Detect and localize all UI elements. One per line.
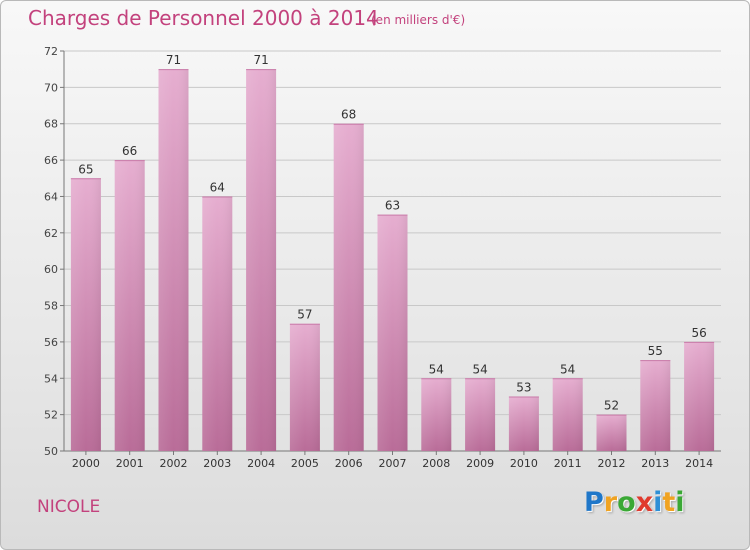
logo-letter: r — [603, 487, 618, 518]
x-tick-label: 2006 — [335, 457, 363, 470]
data-label: 56 — [691, 326, 706, 340]
bar-shine — [202, 196, 233, 451]
y-tick-label: 58 — [44, 300, 58, 313]
y-tick-label: 56 — [44, 336, 58, 349]
y-tick-label: 72 — [44, 45, 58, 58]
commune-name: NICOLE — [37, 497, 101, 517]
data-label: 66 — [122, 144, 137, 158]
data-label: 63 — [385, 199, 400, 213]
chart-title: Charges de Personnel 2000 à 2014 — [28, 6, 379, 30]
x-tick-label: 2000 — [72, 457, 100, 470]
x-tick-label: 2011 — [554, 457, 582, 470]
logo-letter: x — [635, 487, 654, 518]
x-tick-label: 2009 — [466, 457, 494, 470]
bar-shine — [640, 360, 671, 451]
y-tick-label: 70 — [44, 81, 58, 94]
x-tick-label: 2001 — [116, 457, 144, 470]
logo-letter: i — [675, 487, 685, 518]
data-label: 71 — [253, 53, 268, 67]
data-label: 55 — [648, 344, 663, 358]
y-tick-label: 50 — [44, 445, 58, 458]
data-label: 57 — [297, 308, 312, 322]
y-tick-label: 62 — [44, 227, 58, 240]
bar-shine — [596, 414, 627, 451]
data-label: 54 — [429, 362, 444, 376]
bar-shine — [70, 178, 101, 452]
bar-shine — [421, 378, 452, 451]
bar-shine — [158, 69, 189, 451]
x-tick-label: 2008 — [422, 457, 450, 470]
x-tick-label: 2010 — [510, 457, 538, 470]
data-label: 52 — [604, 399, 619, 413]
bar-shine — [684, 341, 715, 451]
logo-letter: o — [617, 487, 636, 518]
data-label: 53 — [516, 380, 531, 394]
bar-shine — [552, 378, 583, 451]
x-tick-label: 2007 — [379, 457, 407, 470]
logo-letter: t — [662, 487, 676, 518]
bar-shine — [289, 323, 320, 451]
bar-shine — [465, 378, 496, 451]
x-tick-label: 2003 — [203, 457, 231, 470]
data-label: 68 — [341, 108, 356, 122]
x-tick-label: 2004 — [247, 457, 275, 470]
x-tick-label: 2005 — [291, 457, 319, 470]
chart-unit-note: (en milliers d'€) — [371, 13, 466, 27]
data-label: 71 — [166, 53, 181, 67]
x-tick-label: 2013 — [641, 457, 669, 470]
data-label: 54 — [560, 362, 575, 376]
data-label: 54 — [472, 362, 487, 376]
x-tick-label: 2012 — [598, 457, 626, 470]
data-label: 64 — [210, 180, 225, 194]
bar-shine — [114, 160, 145, 451]
y-tick-label: 68 — [44, 118, 58, 131]
y-tick-label: 64 — [44, 190, 58, 203]
bar-shine — [333, 123, 364, 452]
data-label: 65 — [78, 162, 93, 176]
y-tick-label: 52 — [44, 409, 58, 422]
x-tick-label: 2002 — [160, 457, 188, 470]
logo-letter: i — [653, 487, 663, 518]
y-tick-label: 60 — [44, 263, 58, 276]
y-tick-label: 66 — [44, 154, 58, 167]
logo-letter: P — [584, 487, 604, 518]
proxiti-logo: Proxiti — [584, 487, 685, 518]
bar-shine — [246, 69, 277, 451]
bar-shine — [377, 214, 408, 451]
y-tick-label: 54 — [44, 372, 58, 385]
bar-shine — [508, 396, 539, 451]
x-tick-label: 2014 — [685, 457, 713, 470]
